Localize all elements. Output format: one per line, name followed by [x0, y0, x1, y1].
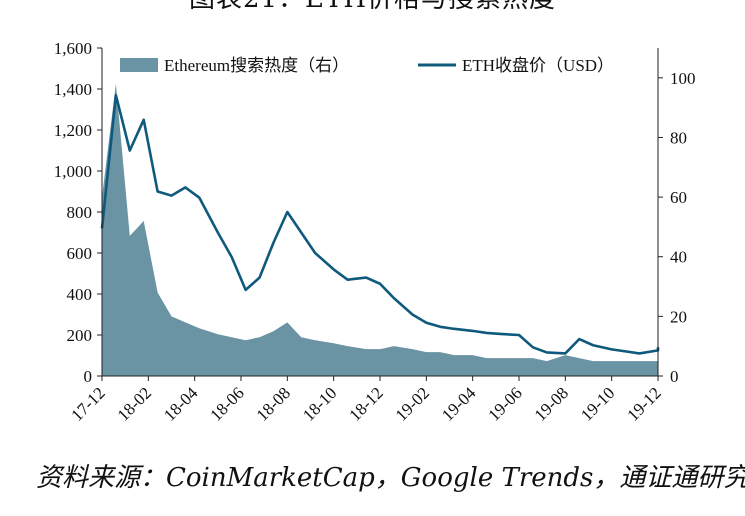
left-tick-label: 0 [84, 367, 93, 386]
source-note: 资料来源：CoinMarketCap，Google Trends，通证通研究 [36, 463, 745, 493]
right-tick-label: 60 [670, 188, 687, 207]
legend-swatch-area [120, 58, 158, 72]
x-tick-label: 19-08 [531, 383, 572, 424]
x-tick-label: 19-12 [623, 383, 664, 424]
right-tick-label: 0 [670, 367, 679, 386]
eth-price-line [100, 93, 660, 355]
legend-label-area: Ethereum搜索热度（右） [164, 56, 349, 75]
x-tick-label: 18-02 [114, 383, 155, 424]
right-tick-label: 100 [670, 69, 696, 88]
legend-label-line: ETH收盘价（USD） [462, 56, 614, 75]
left-tick-label: 1,600 [54, 39, 92, 58]
right-tick-label: 80 [670, 128, 687, 147]
x-tick-label: 18-06 [206, 383, 247, 424]
x-tick-label: 18-04 [160, 383, 202, 425]
x-tick-label: 17-12 [67, 383, 108, 424]
right-tick-label: 40 [670, 248, 687, 267]
x-tick-label: 19-06 [484, 383, 525, 424]
left-tick-label: 800 [67, 203, 93, 222]
left-tick-label: 600 [67, 244, 93, 263]
line-layer [100, 93, 660, 355]
area-layer [102, 83, 658, 377]
left-tick-label: 1,400 [54, 80, 92, 99]
legend: Ethereum搜索热度（右） ETH收盘价（USD） [120, 56, 614, 75]
search-heat-area [102, 83, 658, 377]
left-tick-label: 400 [67, 285, 93, 304]
x-tick-label: 18-08 [253, 383, 294, 424]
chart-title: 图表21：ETH价格与搜索热度 [0, 0, 745, 15]
right-tick-label: 20 [670, 307, 687, 326]
x-tick-label: 19-10 [577, 383, 618, 424]
left-tick-label: 1,000 [54, 162, 92, 181]
x-tick-label: 19-04 [438, 383, 480, 425]
left-tick-label: 1,200 [54, 121, 92, 140]
chart: 0 200 400 600 800 1,000 1,200 1,400 1,600 0 20 40 60… [54, 39, 696, 425]
x-tick-label: 18-10 [299, 383, 340, 424]
left-tick-label: 200 [67, 326, 93, 345]
x-tick-label: 19-02 [392, 383, 433, 424]
x-tick-label: 18-12 [345, 383, 386, 424]
